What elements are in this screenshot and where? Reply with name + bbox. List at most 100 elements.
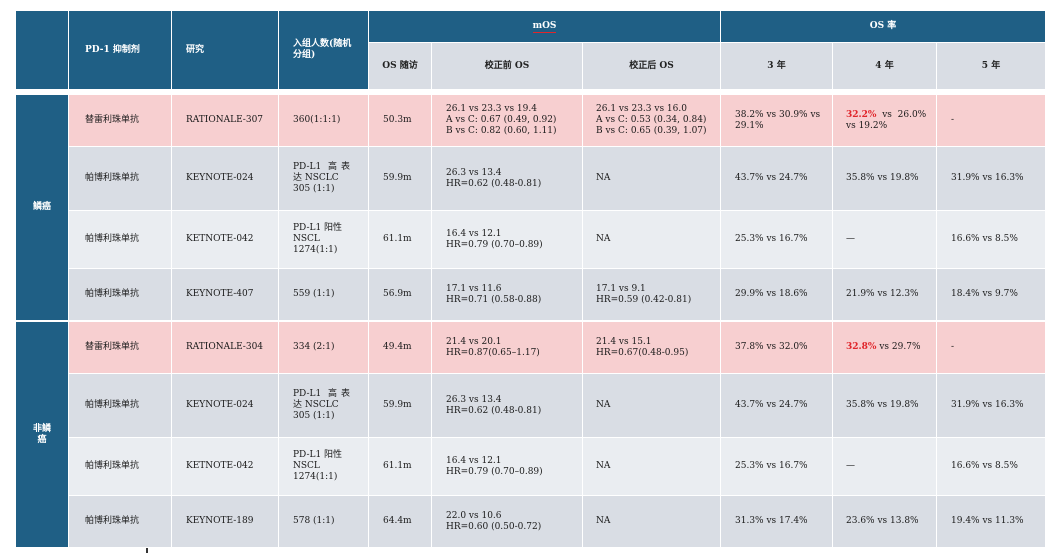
header-group-osrate: OS 率 xyxy=(721,11,1045,42)
subheader-after-label: 校正后 OS xyxy=(629,60,674,71)
cell-text: 334 (2:1) xyxy=(293,342,335,352)
group-nonsquamous-label: 非鳞 癌 xyxy=(32,423,51,445)
cell-text: 16.6% vs 8.5% xyxy=(951,461,1018,471)
cell-after: NA xyxy=(583,496,720,547)
cell-text: 帕博利珠单抗 xyxy=(85,289,140,299)
cell-text: 59.9m xyxy=(383,173,412,183)
cell-enroll: 578 (1:1) xyxy=(279,496,368,547)
cell-5y: - xyxy=(937,322,1045,373)
subheader-before-label: 校正前 OS xyxy=(484,60,530,71)
cell-followup: 59.9m xyxy=(369,147,431,210)
cell-text: RATIONALE-304 xyxy=(186,342,264,352)
cell-text: 23.6% vs 13.8% xyxy=(846,516,919,526)
cell-3y: 25.3% vs 16.7% xyxy=(721,211,832,268)
cell-4y-content: 32.2% vs 26.0% vs 19.2% xyxy=(846,110,928,132)
group-squamous-label: 鳞癌 xyxy=(32,202,51,212)
cell-drug: 替雷利珠单抗 xyxy=(69,95,171,146)
cell-text: 61.1m xyxy=(383,234,412,244)
cell-5y: 16.6% vs 8.5% xyxy=(937,211,1045,268)
cell-text: 25.3% vs 16.7% xyxy=(735,234,808,244)
cell-text: 43.7% vs 24.7% xyxy=(735,173,808,183)
cell-enroll: PD-L1 阳性 NSCL 1274(1:1) xyxy=(279,438,368,495)
cell-text: NA xyxy=(596,400,611,410)
subheader-followup-label: OS 随访 xyxy=(382,60,418,71)
cell-text: 578 (1:1) xyxy=(293,516,335,526)
cell-4y: — xyxy=(833,438,936,495)
cell-followup: 56.9m xyxy=(369,269,431,320)
cell-text: PD-L1 阳性 NSCL 1274(1:1) xyxy=(293,223,343,255)
cell-3y: 25.3% vs 16.7% xyxy=(721,438,832,495)
header-inhibitor-label: PD-1 抑制剂 xyxy=(85,44,140,55)
subheader-followup: OS 随访 xyxy=(369,43,431,89)
cell-text: 35.8% vs 19.8% xyxy=(846,173,919,183)
cell-5y: 18.4% vs 9.7% xyxy=(937,269,1045,320)
cell-text: NA xyxy=(596,461,611,471)
cell-5y: - xyxy=(937,95,1045,146)
group-squamous: 鳞癌 xyxy=(16,95,68,320)
cell-enroll: 334 (2:1) xyxy=(279,322,368,373)
cell-4y: 35.8% vs 19.8% xyxy=(833,147,936,210)
cell-enroll: PD-L1 高表达 NSCLC 305 (1:1) xyxy=(279,147,368,210)
cell-followup: 61.1m xyxy=(369,211,431,268)
cell-drug: 替雷利珠单抗 xyxy=(69,322,171,373)
cell-study: KETNOTE-042 xyxy=(172,438,278,495)
cell-text: vs 29.7% xyxy=(876,342,921,352)
cell-after: NA xyxy=(583,211,720,268)
header-enroll-label: 入组人数(随机分组) xyxy=(293,39,352,60)
highlight-value: 32.8% xyxy=(846,342,877,352)
cell-text: 59.9m xyxy=(383,400,412,410)
cell-text: 61.1m xyxy=(383,461,412,471)
cell-study: KETNOTE-042 xyxy=(172,211,278,268)
subheader-after: 校正后 OS xyxy=(583,43,720,89)
cell-followup: 50.3m xyxy=(369,95,431,146)
subheader-3y-label: 3 年 xyxy=(767,60,786,71)
highlight-value: 32.2% xyxy=(846,109,877,120)
cell-after: 26.1 vs 23.3 vs 16.0 A vs C: 0.53 (0.34,… xyxy=(583,95,720,146)
cell-enroll: 559 (1:1) xyxy=(279,269,368,320)
cell-text: 25.3% vs 16.7% xyxy=(735,461,808,471)
cell-3y: 43.7% vs 24.7% xyxy=(721,147,832,210)
footnote-mark xyxy=(146,548,148,553)
cell-4y: — xyxy=(833,211,936,268)
cell-after: 21.4 vs 15.1 HR=0.67(0.48-0.95) xyxy=(583,322,720,373)
cell-text: 16.4 vs 12.1 HR=0.79 (0.70–0.89) xyxy=(446,455,543,477)
cell-text: - xyxy=(951,115,955,125)
cell-after: 17.1 vs 9.1 HR=0.59 (0.42-0.81) xyxy=(583,269,720,320)
cell-text: 26.1 vs 23.3 vs 19.4 A vs C: 0.67 (0.49,… xyxy=(446,104,557,136)
cell-before: 26.1 vs 23.3 vs 19.4 A vs C: 0.67 (0.49,… xyxy=(432,95,582,146)
cell-followup: 49.4m xyxy=(369,322,431,373)
cell-study: KEYNOTE-024 xyxy=(172,147,278,210)
cell-text: 16.4 vs 12.1 HR=0.79 (0.70–0.89) xyxy=(446,228,543,250)
cell-text: 16.6% vs 8.5% xyxy=(951,234,1018,244)
cell-text: vs 26.0% vs 19.2% xyxy=(846,109,930,131)
cell-text: 帕博利珠单抗 xyxy=(85,173,140,183)
cell-text: 17.1 vs 9.1 HR=0.59 (0.42-0.81) xyxy=(596,283,692,305)
cell-text: 21.4 vs 15.1 HR=0.67(0.48-0.95) xyxy=(596,336,689,358)
cell-text: 替雷利珠单抗 xyxy=(85,115,140,125)
cell-text: 31.9% vs 16.3% xyxy=(951,173,1024,183)
header-group-mos: mOS xyxy=(369,11,720,42)
cell-study: KEYNOTE-024 xyxy=(172,374,278,437)
cell-4y: 35.8% vs 19.8% xyxy=(833,374,936,437)
cell-text: 17.1 vs 11.6 HR=0.71 (0.58-0.88) xyxy=(446,283,542,305)
cell-text: 56.9m xyxy=(383,289,412,299)
cell-followup: 64.4m xyxy=(369,496,431,547)
cell-text: 21.4 vs 20.1 HR=0.87(0.65–1.17) xyxy=(446,336,540,358)
cell-before: 22.0 vs 10.6 HR=0.60 (0.50-0.72) xyxy=(432,496,582,547)
cell-study: RATIONALE-307 xyxy=(172,95,278,146)
header-corner xyxy=(16,11,68,89)
cell-4y-content: 32.8% vs 29.7% xyxy=(846,342,921,353)
cell-study: KEYNOTE-407 xyxy=(172,269,278,320)
cell-text: KEYNOTE-189 xyxy=(186,516,254,526)
cell-drug: 帕博利珠单抗 xyxy=(69,211,171,268)
cell-text: 帕博利珠单抗 xyxy=(85,516,140,526)
cell-text: 26.3 vs 13.4 HR=0.62 (0.48-0.81) xyxy=(446,167,542,189)
cell-3y: 38.2% vs 30.9% vs 29.1% xyxy=(721,95,832,146)
cell-text: 37.8% vs 32.0% xyxy=(735,342,808,352)
cell-study: RATIONALE-304 xyxy=(172,322,278,373)
subheader-4y: 4 年 xyxy=(833,43,936,89)
cell-before: 16.4 vs 12.1 HR=0.79 (0.70–0.89) xyxy=(432,211,582,268)
cell-text: 35.8% vs 19.8% xyxy=(846,400,919,410)
cell-text: 26.3 vs 13.4 HR=0.62 (0.48-0.81) xyxy=(446,394,542,416)
group-nonsquamous: 非鳞 癌 xyxy=(16,322,68,547)
